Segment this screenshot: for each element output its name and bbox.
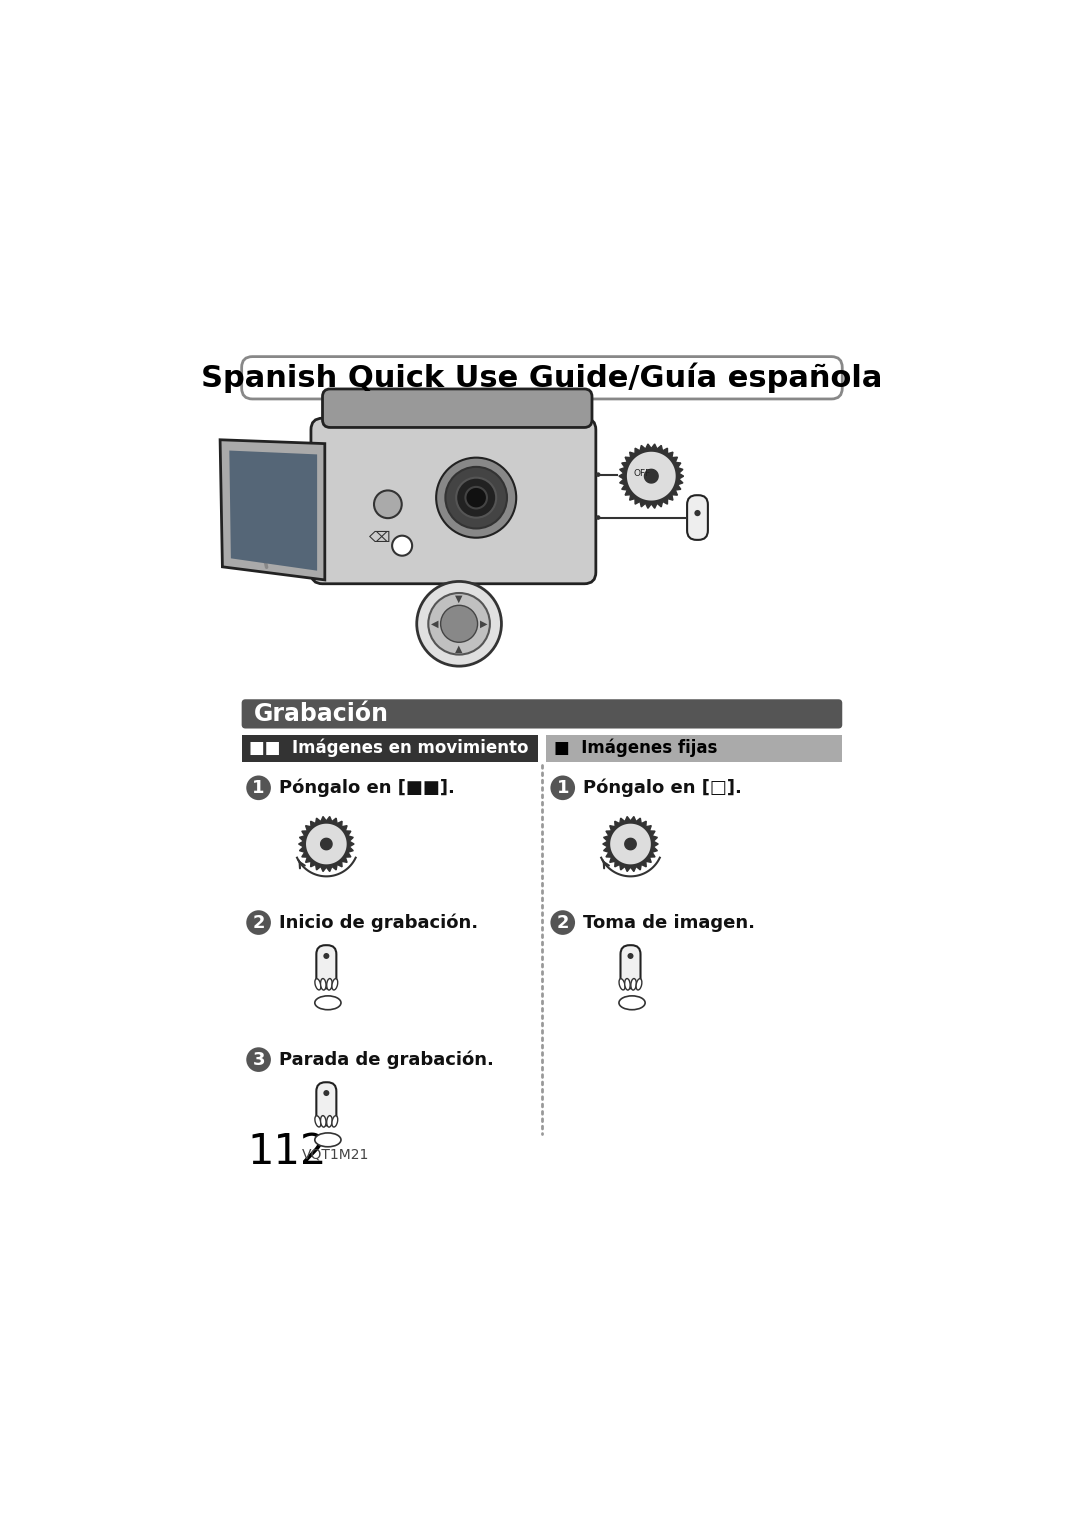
Text: Grabación: Grabación <box>254 701 389 726</box>
Text: Toma de imagen.: Toma de imagen. <box>583 914 755 932</box>
Text: Parada de grabación.: Parada de grabación. <box>279 1050 494 1070</box>
Ellipse shape <box>326 1115 333 1128</box>
FancyBboxPatch shape <box>323 390 592 428</box>
Ellipse shape <box>619 996 645 1010</box>
Circle shape <box>465 487 487 509</box>
Bar <box>545 735 842 761</box>
Ellipse shape <box>314 996 341 1010</box>
FancyBboxPatch shape <box>316 946 336 989</box>
Text: Spanish Quick Use Guide/Guía española: Spanish Quick Use Guide/Guía española <box>201 362 882 393</box>
Polygon shape <box>603 816 658 871</box>
Polygon shape <box>626 452 676 501</box>
Ellipse shape <box>315 1115 321 1128</box>
Circle shape <box>627 953 634 960</box>
Circle shape <box>596 472 600 477</box>
Polygon shape <box>299 816 354 871</box>
Circle shape <box>246 776 271 801</box>
Ellipse shape <box>321 978 326 990</box>
Polygon shape <box>610 824 651 865</box>
Ellipse shape <box>636 978 642 990</box>
FancyBboxPatch shape <box>316 1082 336 1126</box>
Circle shape <box>441 605 477 642</box>
Text: Inicio de grabación.: Inicio de grabación. <box>279 914 477 932</box>
Ellipse shape <box>315 979 321 990</box>
Circle shape <box>374 490 402 518</box>
Text: Póngalo en [■■].: Póngalo en [■■]. <box>279 779 455 798</box>
FancyBboxPatch shape <box>621 946 640 989</box>
Text: ■■  Imágenes en movimiento: ■■ Imágenes en movimiento <box>249 740 529 758</box>
Circle shape <box>246 1047 271 1073</box>
Circle shape <box>596 515 600 520</box>
Circle shape <box>417 582 501 666</box>
Text: 2: 2 <box>253 914 265 932</box>
Circle shape <box>551 776 575 801</box>
Circle shape <box>392 536 413 556</box>
Text: ▼: ▼ <box>456 594 463 604</box>
Polygon shape <box>619 445 684 509</box>
Text: 1: 1 <box>253 779 265 796</box>
Polygon shape <box>229 451 318 570</box>
FancyBboxPatch shape <box>311 419 596 584</box>
Text: 1: 1 <box>556 779 569 796</box>
Text: OFF: OFF <box>634 469 650 478</box>
Circle shape <box>436 457 516 538</box>
Circle shape <box>323 953 329 960</box>
Ellipse shape <box>631 978 636 990</box>
Ellipse shape <box>619 979 625 990</box>
Ellipse shape <box>314 1132 341 1148</box>
Ellipse shape <box>332 978 338 990</box>
Text: ⌫: ⌫ <box>368 530 390 545</box>
Circle shape <box>323 1089 329 1096</box>
Circle shape <box>429 593 490 654</box>
FancyBboxPatch shape <box>242 700 842 729</box>
Text: ■  Imágenes fijas: ■ Imágenes fijas <box>554 740 717 758</box>
Circle shape <box>456 478 496 518</box>
Text: 2: 2 <box>556 914 569 932</box>
Polygon shape <box>321 839 332 850</box>
Polygon shape <box>625 839 636 850</box>
Text: ▶: ▶ <box>480 619 487 630</box>
Polygon shape <box>645 469 658 483</box>
Text: ▲: ▲ <box>456 643 463 654</box>
Text: VQT1M21: VQT1M21 <box>301 1148 369 1161</box>
Ellipse shape <box>321 1115 326 1128</box>
Text: 3: 3 <box>253 1051 265 1068</box>
Text: ◀: ◀ <box>431 619 438 630</box>
Circle shape <box>246 911 271 935</box>
Polygon shape <box>220 440 325 581</box>
Text: Póngalo en [□].: Póngalo en [□]. <box>583 779 742 798</box>
Circle shape <box>551 911 575 935</box>
Ellipse shape <box>624 978 630 990</box>
Bar <box>242 735 538 761</box>
Ellipse shape <box>326 978 333 990</box>
FancyBboxPatch shape <box>687 495 707 539</box>
Circle shape <box>694 510 701 516</box>
Text: 112: 112 <box>247 1131 327 1174</box>
Polygon shape <box>306 824 347 865</box>
Circle shape <box>445 468 507 529</box>
Ellipse shape <box>332 1115 338 1128</box>
